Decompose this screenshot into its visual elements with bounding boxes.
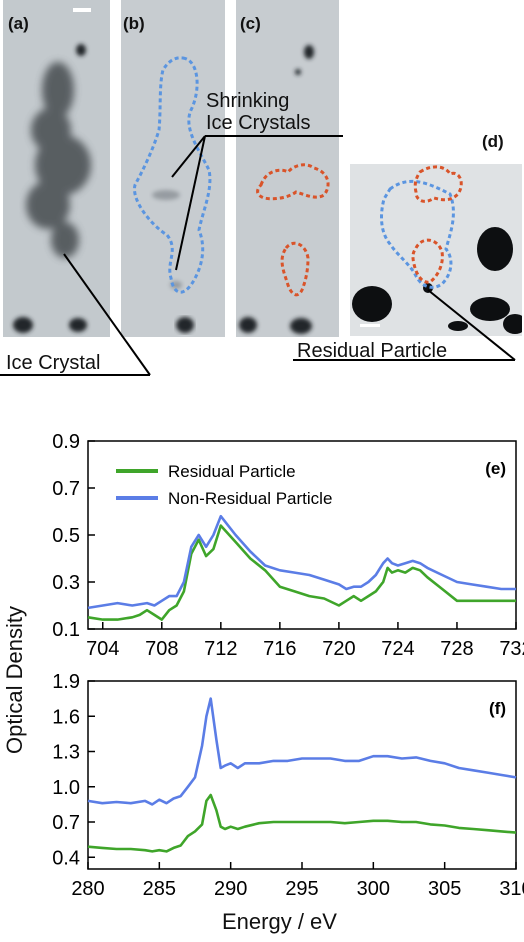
x-tick-label: 720: [322, 638, 355, 660]
ice-crystal-image: [3, 0, 110, 337]
x-tick-label: 295: [285, 878, 318, 900]
x-tick-label: 708: [145, 638, 178, 660]
panel-label-d: (d): [482, 132, 504, 151]
y-tick-label: 0.9: [52, 431, 80, 453]
x-tick-label: 310: [499, 878, 524, 900]
y-axis-label: Optical Density: [2, 606, 27, 754]
shrinking-crystal-image: [121, 0, 225, 337]
y-tick-label: 0.5: [52, 525, 80, 547]
panel-label-a: (a): [8, 14, 29, 33]
ice-crystal-leader: [63, 253, 151, 376]
residual-leader: [427, 289, 516, 361]
residual-outline-red-1: [413, 165, 463, 203]
y-tick-label: 0.7: [52, 812, 80, 834]
shrinking-leader-1: [171, 135, 206, 178]
shrinking-leader-2: [175, 135, 206, 271]
y-tick-label: 1.0: [52, 777, 80, 799]
residual-outline-red-2: [411, 238, 444, 284]
micrograph-panel-d: [350, 164, 522, 336]
x-tick-label: 285: [143, 878, 176, 900]
ice-crystal-outline-blue: [133, 56, 212, 294]
x-tick-label: 716: [263, 638, 296, 660]
x-tick-label: 732: [499, 638, 524, 660]
shrinking-crystal-image-2: [236, 0, 339, 337]
shrinking-ice-crystals-callout: Shrinking Ice Crystals: [206, 90, 311, 134]
micrograph-panel-b: [121, 0, 225, 337]
y-tick-label: 1.6: [52, 706, 80, 728]
plot-frame: [87, 680, 517, 870]
residual-outline-blue: [380, 179, 455, 289]
y-tick-label: 0.7: [52, 478, 80, 500]
x-tick-label: 704: [86, 638, 119, 660]
plot-frame: [87, 440, 517, 630]
series-line-residual: [87, 793, 517, 853]
series-line-residual: [87, 524, 516, 621]
panel-label-c: (c): [240, 14, 261, 33]
x-tick-label: 728: [440, 638, 473, 660]
y-tick-label: 0.1: [52, 619, 80, 641]
legend-label: Non-Residual Particle: [168, 489, 332, 508]
series-line-non-residual: [87, 514, 516, 610]
x-tick-label: 290: [214, 878, 247, 900]
y-tick-label: 1.9: [52, 671, 80, 693]
callout-lines: [0, 135, 516, 376]
micrograph-panel-c: [236, 0, 339, 337]
residual-particle-image: [350, 164, 522, 336]
x-tick-label: 724: [381, 638, 414, 660]
y-tick-label: 1.3: [52, 742, 80, 764]
panel-label-f: (f): [489, 699, 506, 718]
panel-label-b: (b): [123, 14, 145, 33]
x-tick-label: 280: [71, 878, 104, 900]
series-line-non-residual: [87, 697, 517, 806]
ice-crystal-callout: Ice Crystal: [6, 352, 101, 374]
x-tick-label: 712: [204, 638, 237, 660]
y-tick-label: 0.3: [52, 572, 80, 594]
micrograph-panel-a: [3, 0, 110, 337]
x-axis-label: Energy / eV: [222, 909, 337, 934]
ice-crystal-outline-red-2: [280, 241, 310, 297]
x-tick-label: 305: [428, 878, 461, 900]
x-tick-label: 300: [357, 878, 390, 900]
legend-label: Residual Particle: [168, 462, 296, 481]
y-tick-label: 0.4: [52, 847, 80, 869]
residual-particle-callout: Residual Particle: [297, 340, 448, 362]
panel-label-e: (e): [485, 459, 506, 478]
